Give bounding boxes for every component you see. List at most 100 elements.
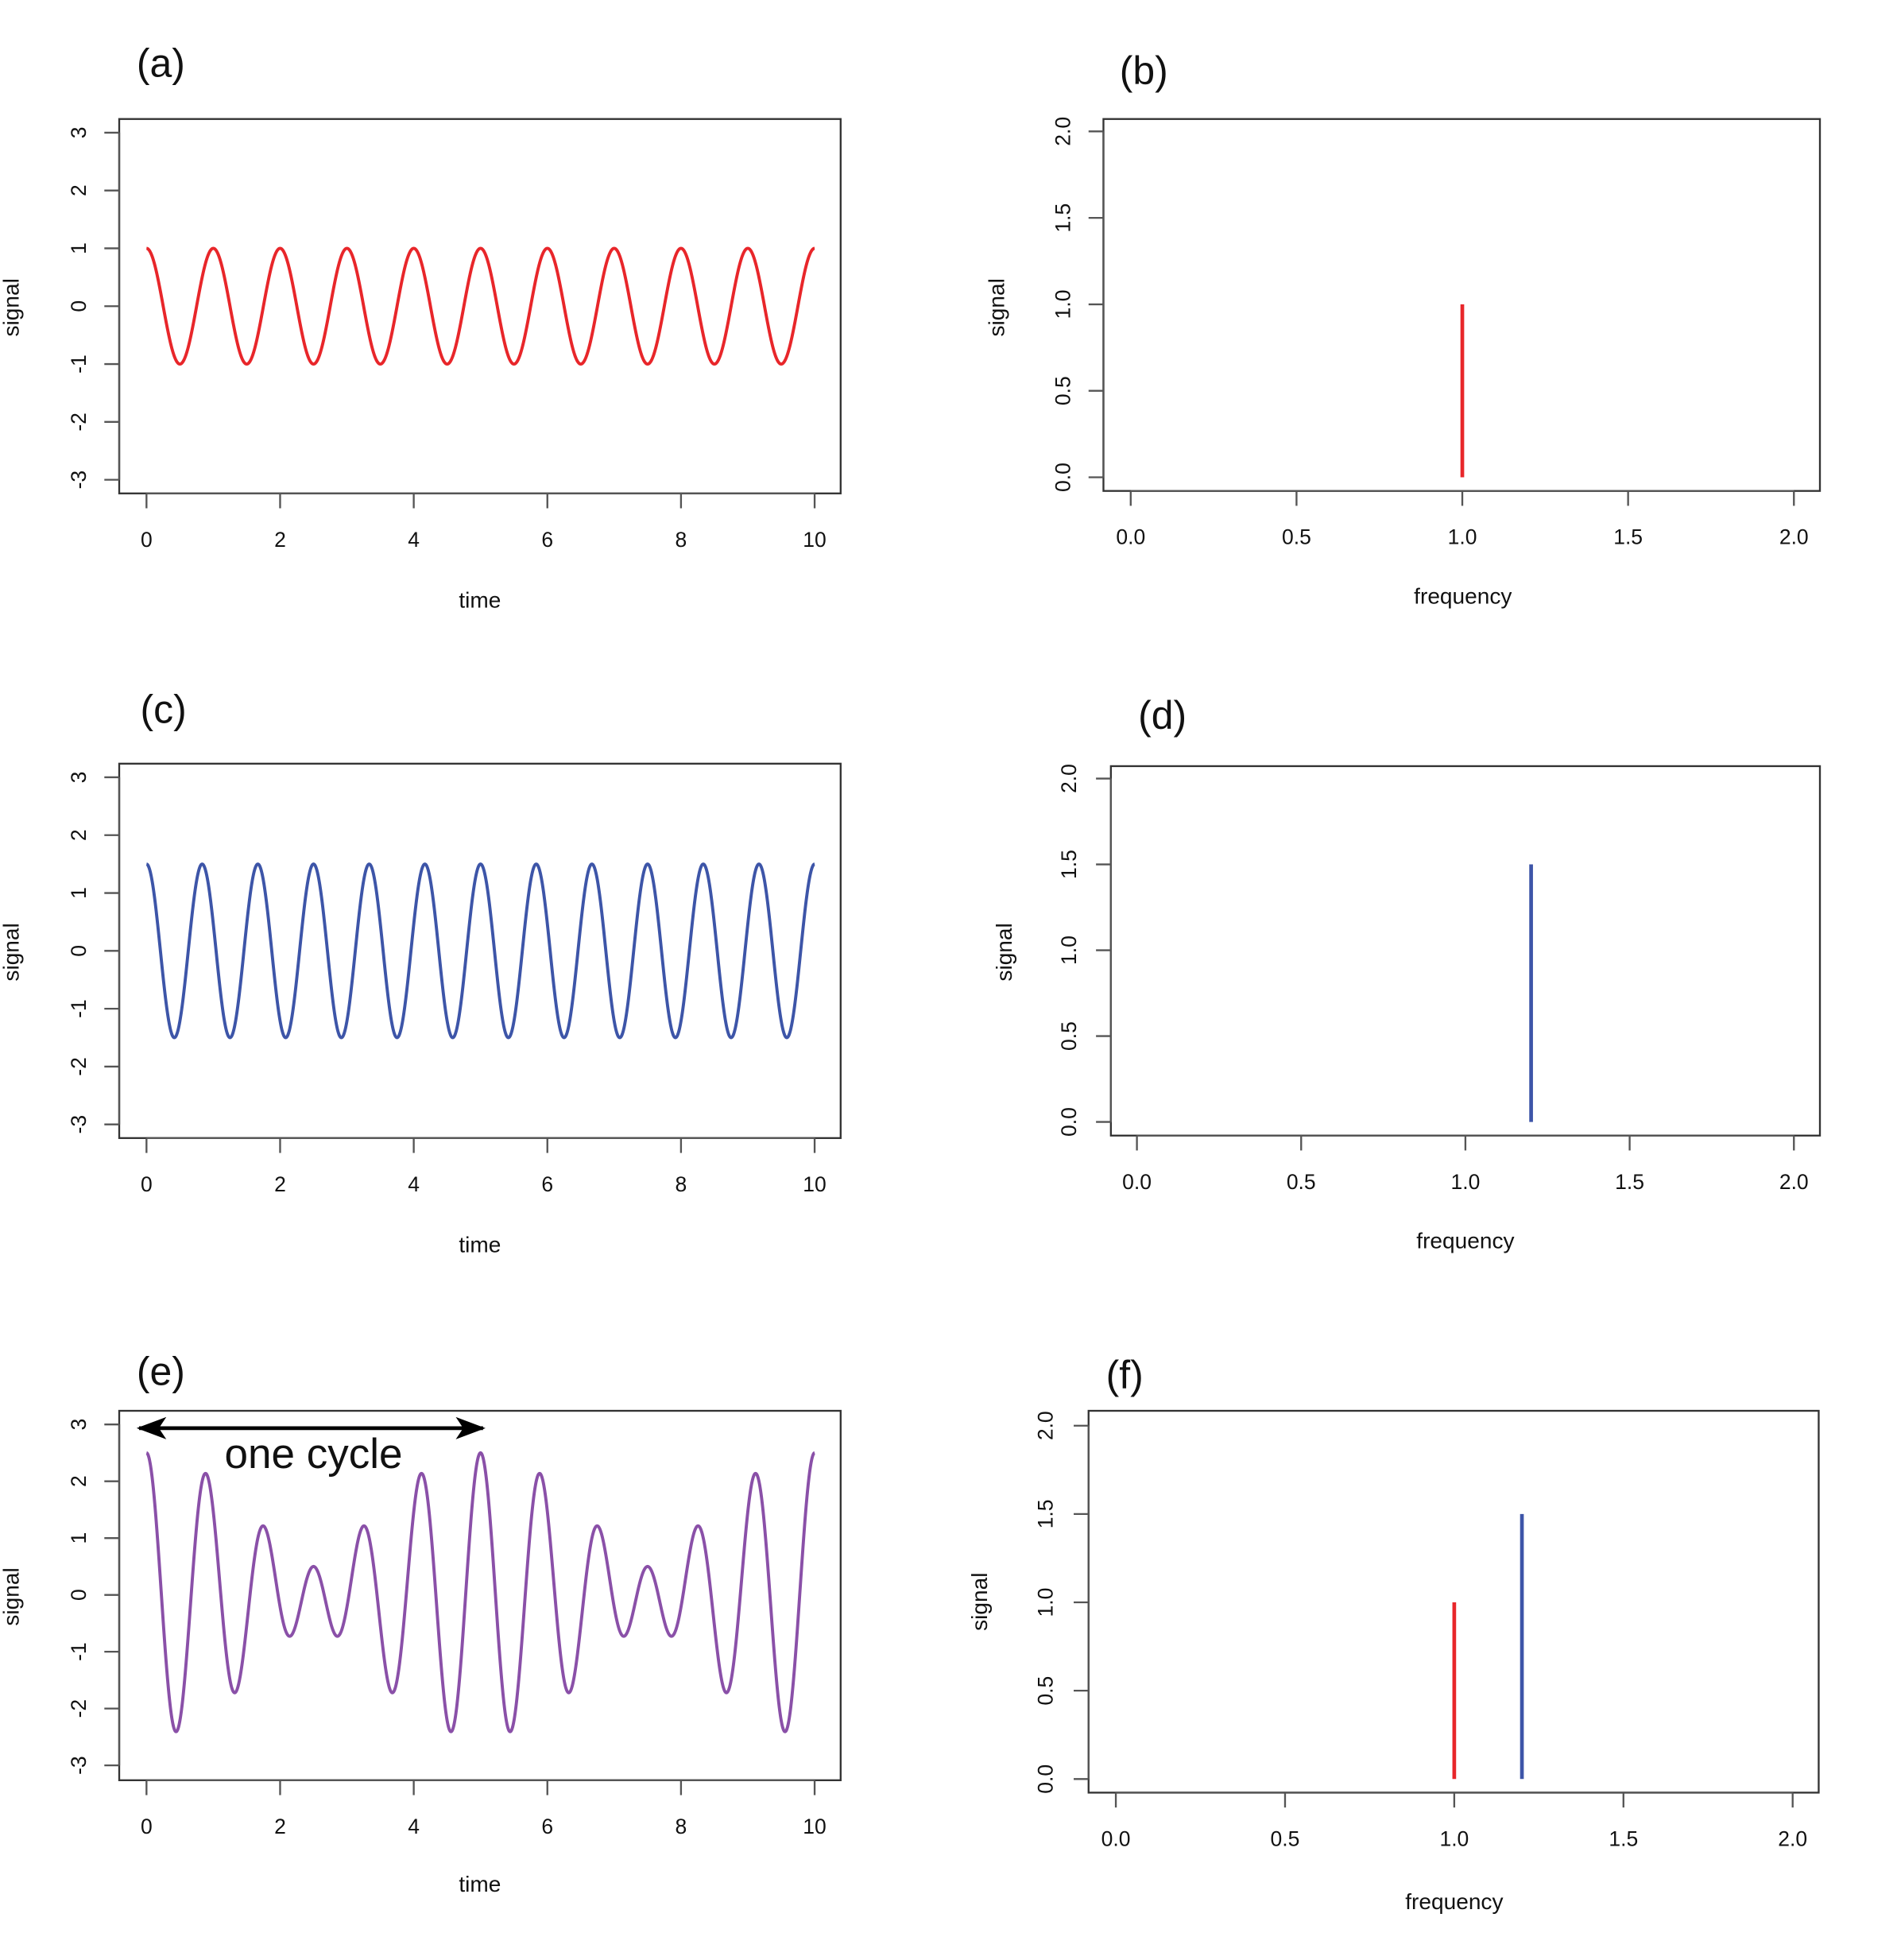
x-tick-label: 6 xyxy=(541,1815,553,1838)
y-tick-label: 1.5 xyxy=(1057,850,1081,879)
y-tick-label: -1 xyxy=(67,999,91,1018)
x-tick-label: 6 xyxy=(541,528,553,552)
y-tick-label: 3 xyxy=(67,127,91,139)
y-tick-label: 1 xyxy=(67,1532,91,1544)
chart-panel-f: (f) frequency signal 0.0 0.5 1.0 1.5 2.0 0.0 0.5 1… xyxy=(967,1353,1820,1914)
y-tick-label: 3 xyxy=(67,1419,91,1431)
y-tick-label: 0.0 xyxy=(1051,463,1074,492)
panel-label: (a) xyxy=(137,41,185,86)
y-tick-label: 0 xyxy=(67,1589,91,1601)
x-axis-label: frequency xyxy=(1416,1229,1514,1253)
x-tick-label: 2.0 xyxy=(1779,1170,1809,1194)
chart-panel-d: (d) frequency signal 0.0 0.5 1.0 1.5 2.0 0.0 0.5 1… xyxy=(992,693,1822,1253)
y-axis-label: signal xyxy=(0,278,24,336)
x-axis-label: time xyxy=(459,587,501,612)
y-axis-label: signal xyxy=(967,1573,992,1631)
panel-label: (d) xyxy=(1138,693,1187,738)
x-tick-label: 1.5 xyxy=(1613,525,1643,549)
y-tick-label: -3 xyxy=(67,1756,91,1775)
x-tick-label: 10 xyxy=(803,528,826,552)
x-tick-label: 8 xyxy=(676,1172,687,1196)
y-tick-label: 2 xyxy=(67,829,91,841)
x-tick-label: 6 xyxy=(541,1172,553,1196)
y-tick-label: 2 xyxy=(67,1475,91,1487)
x-tick-label: 1.0 xyxy=(1448,525,1477,549)
x-tick-label: 1.0 xyxy=(1439,1827,1469,1851)
chart-panel-c: (c) time signal 0 2 4 6 8 10 -3 -2 -1 0 1 2 3 xyxy=(0,687,842,1257)
x-tick-label: 8 xyxy=(676,528,687,552)
x-tick-label: 0.0 xyxy=(1116,525,1145,549)
panel-label: (f) xyxy=(1106,1353,1144,1397)
y-tick-label: 1.5 xyxy=(1034,1499,1058,1528)
x-tick-label: 4 xyxy=(408,1172,420,1196)
y-tick-label: -3 xyxy=(67,471,91,490)
x-tick-label: 2.0 xyxy=(1779,525,1809,549)
y-tick-label: -2 xyxy=(67,1699,91,1718)
x-tick-label: 1.5 xyxy=(1615,1170,1644,1194)
x-tick-label: 2 xyxy=(274,1172,286,1196)
y-tick-label: 0.5 xyxy=(1034,1676,1058,1706)
chart-panel-b: (b) frequency signal 0.0 0.5 1.0 1.5 2.0 0.0 0.5 1… xyxy=(985,48,1822,609)
y-tick-label: 0 xyxy=(67,300,91,312)
y-axis-label: signal xyxy=(0,1567,24,1625)
y-tick-label: -1 xyxy=(67,1642,91,1661)
x-tick-label: 1.5 xyxy=(1609,1827,1638,1851)
y-tick-label: 2.0 xyxy=(1057,764,1081,793)
x-tick-label: 0 xyxy=(141,528,153,552)
x-tick-label: 0.5 xyxy=(1271,1827,1300,1851)
y-tick-label: 0.5 xyxy=(1057,1021,1081,1051)
y-tick-label: -3 xyxy=(67,1115,91,1134)
y-axis-label: signal xyxy=(992,923,1016,981)
y-tick-label: 1.0 xyxy=(1051,290,1074,320)
y-tick-label: -2 xyxy=(67,413,91,432)
y-tick-label: 1.5 xyxy=(1051,203,1074,233)
y-tick-label: 2 xyxy=(67,184,91,196)
x-tick-label: 0 xyxy=(141,1815,153,1838)
x-tick-label: 0.5 xyxy=(1282,525,1311,549)
plot-frame xyxy=(118,762,842,1140)
y-tick-label: 1.0 xyxy=(1057,935,1081,965)
y-tick-label: 0.0 xyxy=(1034,1764,1058,1794)
y-tick-label: 3 xyxy=(67,772,91,784)
panel-label: (e) xyxy=(137,1349,185,1393)
signal-line xyxy=(146,246,815,366)
chart-panel-a: (a) time signal 0 2 4 6 8 10 -3 -2 -1 0 1 2 3 xyxy=(0,41,842,612)
y-tick-label: 2.0 xyxy=(1034,1411,1058,1440)
signal-line xyxy=(145,1451,815,1733)
x-tick-label: 8 xyxy=(676,1815,687,1838)
x-tick-label: 10 xyxy=(803,1815,826,1838)
x-tick-label: 2 xyxy=(274,528,286,552)
x-axis-label: time xyxy=(459,1872,501,1896)
x-axis-label: time xyxy=(459,1232,501,1257)
x-tick-label: 1.0 xyxy=(1451,1170,1481,1194)
x-tick-label: 0 xyxy=(141,1172,153,1196)
x-tick-label: 4 xyxy=(408,528,420,552)
x-tick-label: 4 xyxy=(408,1815,420,1838)
y-tick-label: 0.5 xyxy=(1051,376,1074,405)
x-tick-label: 2.0 xyxy=(1778,1827,1807,1851)
panel-label: (b) xyxy=(1120,48,1168,93)
x-tick-label: 0.5 xyxy=(1287,1170,1316,1194)
y-tick-label: -1 xyxy=(67,354,91,374)
y-axis-label: signal xyxy=(985,278,1009,336)
chart-panel-e: (e) time signal 0 2 4 6 8 10 -3 -2 -1 0 1 2 3 one cycle xyxy=(0,1349,842,1896)
y-tick-label: -2 xyxy=(67,1057,91,1076)
x-tick-label: 0.0 xyxy=(1101,1827,1131,1851)
plot-frame xyxy=(1109,765,1822,1137)
x-tick-label: 2 xyxy=(274,1815,286,1838)
cycle-annotation: one cycle xyxy=(225,1431,403,1478)
y-tick-label: 1 xyxy=(67,887,91,899)
panel-label: (c) xyxy=(141,687,187,731)
x-axis-label: frequency xyxy=(1405,1889,1503,1914)
x-axis-label: frequency xyxy=(1414,584,1512,609)
y-tick-label: 1 xyxy=(67,242,91,254)
signal-line xyxy=(145,862,815,1040)
x-tick-label: 0.0 xyxy=(1122,1170,1152,1194)
y-axis-label: signal xyxy=(0,923,24,981)
y-tick-label: 0 xyxy=(67,945,91,957)
y-tick-label: 0.0 xyxy=(1057,1107,1081,1137)
x-tick-label: 10 xyxy=(803,1172,826,1196)
y-tick-label: 1.0 xyxy=(1034,1588,1058,1617)
y-tick-label: 2.0 xyxy=(1051,117,1074,146)
